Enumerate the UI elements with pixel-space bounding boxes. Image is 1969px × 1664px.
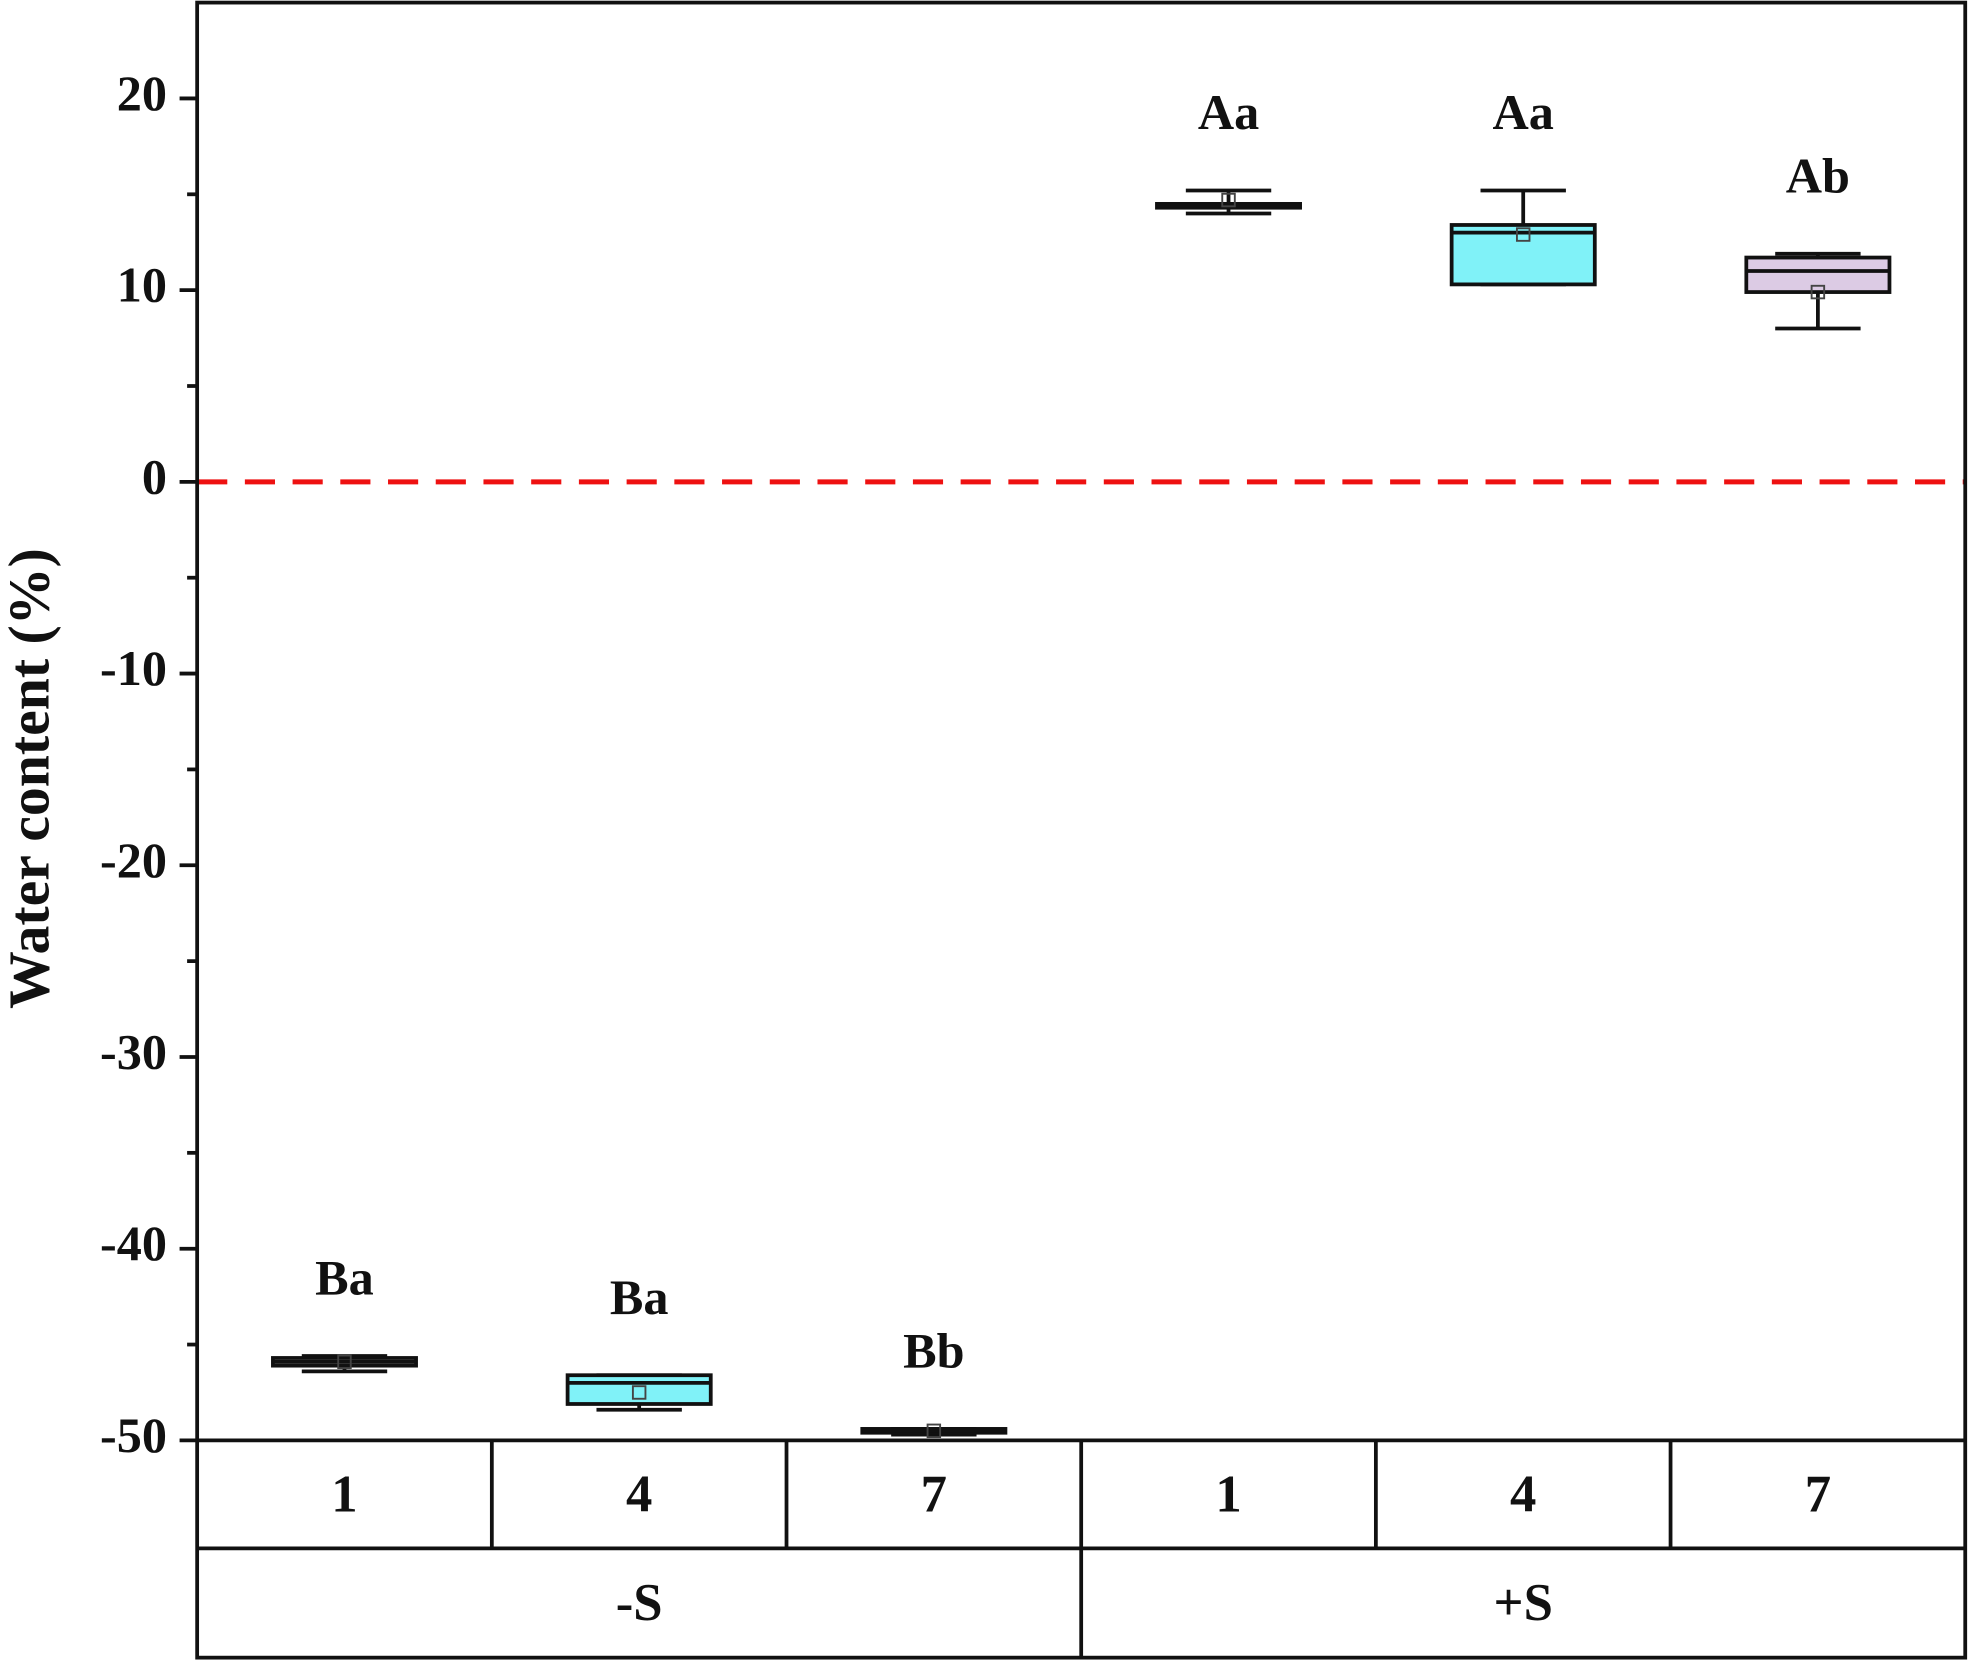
annotation: Ba: [315, 1250, 374, 1306]
mean: [1221, 192, 1236, 208]
y-axis-label: Water content (%): [0, 548, 61, 1009]
y-tick-label: 20: [117, 65, 167, 121]
y-tick-label: -50: [100, 1407, 167, 1463]
y-tick-label: -30: [100, 1024, 167, 1080]
annotation: Aa: [1198, 84, 1259, 140]
x-tick-label: 7: [1805, 1466, 1831, 1524]
group-label: +S: [1494, 1574, 1553, 1632]
box: [1449, 223, 1597, 287]
box: [1744, 255, 1892, 294]
x-tick-label: 1: [331, 1466, 357, 1524]
x-tick-label: 1: [1215, 1466, 1241, 1524]
mean: [1515, 227, 1531, 242]
group-label: -S: [616, 1574, 663, 1632]
x-tick-label: 4: [1510, 1466, 1536, 1524]
y-tick-label: -40: [100, 1215, 167, 1271]
mean: [926, 1423, 942, 1439]
annotation: Aa: [1493, 84, 1554, 140]
mean: [631, 1385, 647, 1400]
plot-frame: [195, 0, 1968, 1660]
x-tick-label: 4: [626, 1466, 652, 1524]
annotation: Ba: [610, 1269, 669, 1325]
y-tick-label: 10: [117, 257, 167, 313]
y-tick-label: -20: [100, 832, 167, 888]
annotation: Bb: [903, 1323, 964, 1379]
x-tick-label: 7: [921, 1466, 947, 1524]
y-tick-label: 0: [142, 448, 167, 504]
y-tick-label: -10: [100, 640, 167, 696]
mean: [1810, 284, 1826, 300]
mean: [337, 1354, 352, 1370]
annotation: Ab: [1786, 147, 1850, 203]
